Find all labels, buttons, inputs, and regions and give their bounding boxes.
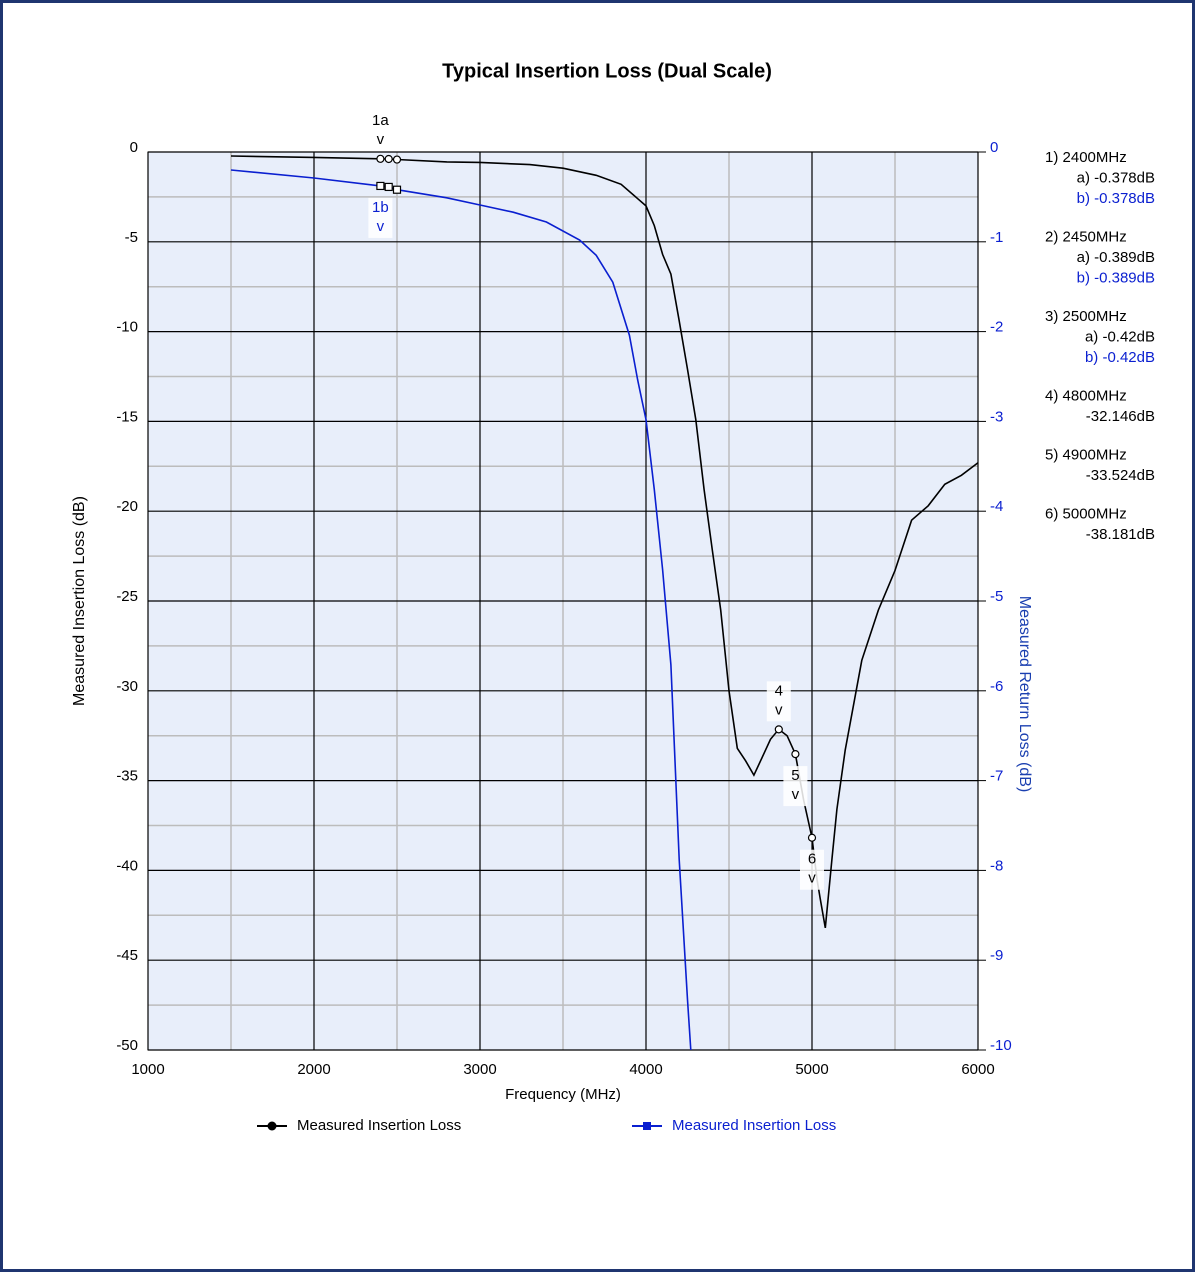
readout-value: b) -0.389dB [1077,269,1155,286]
x-tick-label: 2000 [297,1061,330,1078]
y-axis-label: Measured Insertion Loss (dB) [71,496,88,706]
y2-tick-label: -5 [990,588,1003,605]
marker-pointer: v [808,870,816,887]
marker-label: 5 [791,767,799,784]
x-tick-label: 4000 [629,1061,662,1078]
plot-border [147,151,979,1051]
readout-heading: 6) 5000MHz [1045,505,1127,522]
marker-label: 4 [775,682,783,699]
y2-axis-label: Measured Return Loss (dB) [1016,596,1033,793]
chart-title: Typical Insertion Loss (Dual Scale) [442,60,772,82]
readout-heading: 4) 4800MHz [1045,387,1127,404]
marker-pointer: v [377,131,385,148]
marker-point [807,833,817,842]
x-tick-label: 3000 [463,1061,496,1078]
y2-tick-label: -9 [990,947,1003,964]
readout-value: -32.146dB [1086,408,1155,425]
y-tick-label: -35 [116,768,138,785]
readout-heading: 3) 2500MHz [1045,308,1127,325]
marker-pointer: v [792,786,800,803]
y2-tick-label: -7 [990,768,1003,785]
marker-point [791,749,800,759]
legend-label: Measured Insertion Loss [672,1117,836,1134]
x-tick-label: 1000 [131,1061,164,1078]
legend-marker [643,1122,651,1130]
marker-pointer: v [775,701,783,718]
y2-tick-label: -8 [990,857,1003,874]
data-line [230,155,979,929]
readout-value: b) -0.42dB [1085,349,1155,366]
y-tick-label: 0 [130,139,138,156]
annotation-bg [766,681,791,722]
marker-point [384,182,393,192]
x-tick-label: 6000 [961,1061,994,1078]
y-tick-label: -10 [116,319,138,336]
readout-heading: 5) 4900MHz [1045,446,1127,463]
y-tick-label: -5 [125,229,138,246]
y2-tick-label: -6 [990,678,1003,695]
legend-label: Measured Insertion Loss [297,1117,461,1134]
marker-point [774,725,783,734]
readout-value: b) -0.378dB [1077,190,1155,207]
y2-tick-label: -10 [990,1037,1012,1054]
annotation-bg [368,197,393,238]
readout-heading: 2) 2450MHz [1045,228,1127,245]
readout-value: a) -0.378dB [1077,169,1155,186]
x-tick-label: 5000 [795,1061,828,1078]
y-tick-label: -40 [116,857,138,874]
marker-point [392,185,402,194]
y2-tick-label: -4 [990,498,1003,515]
y-tick-label: -20 [116,498,138,515]
annotation-bg [368,110,393,151]
y2-tick-label: -3 [990,408,1003,425]
y-tick-label: -45 [116,947,138,964]
y2-tick-label: -1 [990,229,1003,246]
marker-label: 1a [372,112,389,129]
marker-pointer: v [377,218,385,235]
marker-label: 1b [372,199,389,216]
marker-point [376,154,385,163]
marker-point [376,181,385,191]
y2-tick-label: 0 [990,139,998,156]
marker-label: 6 [808,851,816,868]
readout-value: -33.524dB [1086,467,1155,484]
annotation-bg [783,766,808,807]
readout-value: -38.181dB [1086,526,1155,543]
readout-value: a) -0.42dB [1085,328,1155,345]
readout-heading: 1) 2400MHz [1045,149,1127,166]
y-tick-label: -25 [116,588,138,605]
x-axis-label: Frequency (MHz) [505,1086,621,1103]
y-tick-label: -50 [116,1037,138,1054]
marker-point [384,154,393,164]
marker-point [392,155,402,164]
legend-marker [267,1121,277,1131]
annotation-bg [800,849,824,890]
readout-value: a) -0.389dB [1077,249,1155,266]
y-tick-label: -30 [116,678,138,695]
y2-tick-label: -2 [990,319,1003,336]
y-tick-label: -15 [116,408,138,425]
